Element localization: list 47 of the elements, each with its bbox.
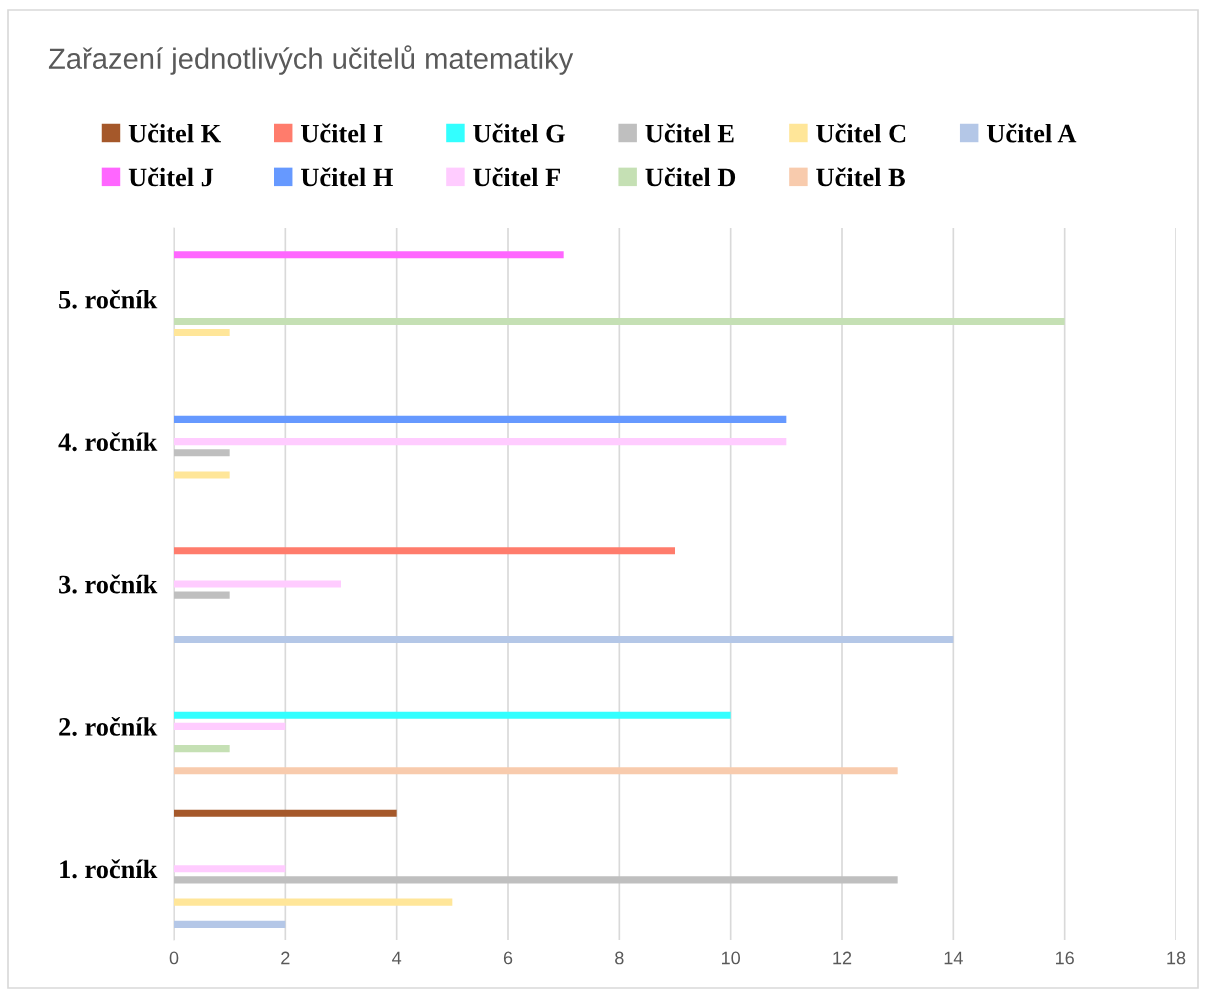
y-tick-label: 1. ročník: [60, 859, 158, 879]
y-tick-label: 3. ročník: [59, 574, 158, 594]
bar: [174, 809, 397, 817]
bar: [174, 920, 286, 928]
bar: [174, 471, 230, 479]
x-tick-label: 16: [1056, 951, 1074, 965]
bar: [174, 767, 898, 775]
x-tick-label: 10: [722, 951, 740, 965]
legend-label: Učitel K: [128, 123, 221, 143]
x-tick-label: 8: [615, 951, 624, 965]
legend-label: Učitel G: [473, 123, 565, 143]
bar: [174, 547, 675, 555]
bar: [174, 328, 230, 337]
x-tick-label: 4: [392, 951, 402, 965]
x-tick-label: 2: [281, 951, 290, 965]
bar: [174, 415, 787, 423]
bar: [174, 745, 230, 753]
legend-label: Učitel J: [128, 167, 214, 187]
legend-label: Učitel E: [645, 123, 734, 143]
legend-label: Učitel I: [301, 123, 383, 143]
bar: [174, 438, 787, 446]
bar: [174, 580, 341, 588]
bar: [174, 591, 230, 599]
legend-label: Učitel H: [301, 167, 393, 187]
y-tick-label: 5. ročník: [59, 289, 158, 309]
bar: [174, 865, 286, 873]
x-tick-label: 12: [833, 951, 852, 965]
bar: [174, 636, 954, 644]
legend-label: Učitel B: [816, 167, 905, 187]
y-tick-label: 2. ročník: [59, 716, 158, 736]
chart-title: Zařazení jednotlivých učitelů matematiky: [48, 45, 574, 75]
legend-label: Učitel C: [816, 123, 906, 143]
y-tick-label: 4. ročník: [58, 432, 158, 452]
bar: [174, 251, 564, 259]
x-tick-label: 18: [1167, 951, 1186, 965]
bar: [174, 711, 731, 719]
bar: [174, 876, 898, 884]
legend-label: Učitel A: [986, 123, 1077, 143]
x-tick-label: 14: [944, 951, 963, 965]
bar: [174, 449, 230, 457]
bar: [174, 317, 1065, 325]
legend-label: Učitel D: [645, 167, 736, 187]
x-tick-label: 0: [169, 951, 179, 965]
bar: [174, 898, 453, 906]
bar: [174, 722, 286, 730]
legend-label: Učitel F: [473, 167, 560, 187]
x-tick-label: 6: [503, 951, 513, 965]
